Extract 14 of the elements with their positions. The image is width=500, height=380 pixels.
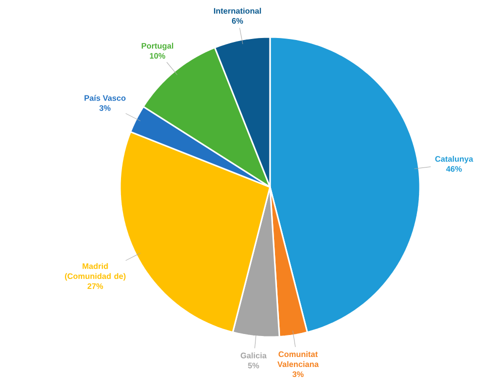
slice-label: Galicia (240, 352, 267, 358)
slice-label: Comunitat Valenciana (277, 351, 319, 368)
data-label: 6% (232, 18, 244, 24)
data-label: 46% (446, 166, 462, 172)
slice-label: Portugal (142, 42, 174, 50)
slice-label: Madrid (Comunidad de) (64, 263, 126, 281)
data-label: 10% (150, 53, 166, 59)
slice-label: Catalunya (435, 156, 474, 164)
data-label: 5% (248, 362, 260, 368)
data-label: 27% (88, 283, 104, 289)
slice-label: International (214, 8, 261, 14)
data-label: 3% (292, 371, 304, 378)
data-label: 3% (99, 105, 111, 111)
slice-label: País Vasco (84, 94, 126, 101)
